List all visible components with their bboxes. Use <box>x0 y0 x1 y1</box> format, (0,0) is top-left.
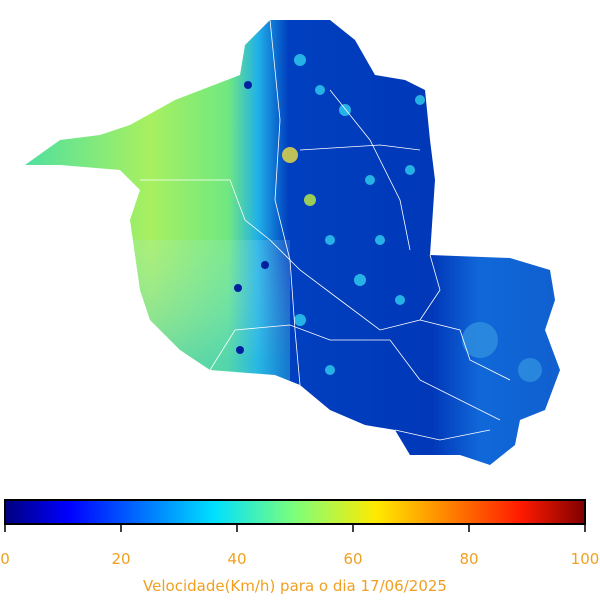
tick-label: 40 <box>227 550 246 568</box>
tick-label: 80 <box>459 550 478 568</box>
tick-label: 60 <box>343 550 362 568</box>
state-map <box>25 20 560 465</box>
colorbar <box>4 499 586 525</box>
colorbar-label: Velocidade(Km/h) para o dia 17/06/2025 <box>143 577 447 595</box>
tick-label: 100 <box>571 550 600 568</box>
tick-label: 20 <box>111 550 130 568</box>
tick-label: 0 <box>0 550 10 568</box>
